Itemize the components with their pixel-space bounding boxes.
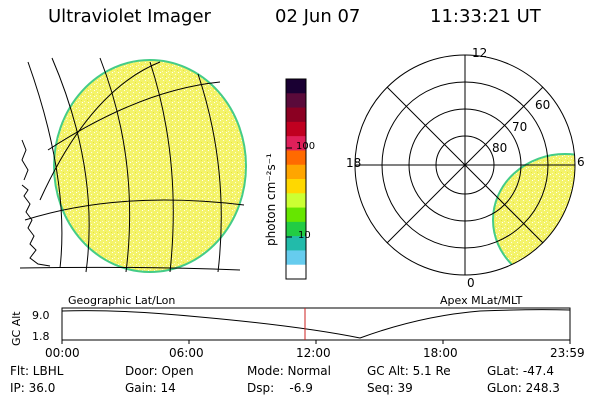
coastline [21,139,51,267]
info-glon: GLon: 248.3 [487,381,560,395]
mlt-label-18: 18 [346,156,362,170]
lat-label-60: 60 [535,98,551,112]
colorbar-segment [286,221,306,237]
info-door: Door: Open [125,364,194,378]
colorbar-segment [286,136,306,151]
mlt-label-0: 0 [467,276,475,290]
colorbar-unit-label: photon cm⁻²s⁻¹ [264,153,278,246]
colorbar-ticks [286,147,292,238]
earth-image [53,59,247,273]
info-glat: GLat: -47.4 [487,364,554,378]
altitude-ytick-high: 9.0 [32,309,50,322]
info-seq: Seq: 39 [367,381,413,395]
geographic-grid [19,57,245,273]
info-gc-alt: GC Alt: 5.1 Re [367,364,451,378]
mlt-label-12: 12 [472,46,488,60]
colorbar-segment [286,264,306,280]
colorbar-segment [286,207,306,223]
time-label: 11:33:21 UT [430,6,541,27]
time-tick-0600: 06:00 [169,346,204,360]
colorbar-segment [286,93,306,109]
time-tick-1200: 12:00 [296,346,331,360]
info-filter: Flt: LBHL [10,364,64,378]
date-label: 02 Jun 07 [275,6,361,27]
time-tick-0000: 00:00 [45,346,80,360]
info-gain: Gain: 14 [125,381,176,395]
colorbar-segment [286,150,306,166]
info-mode: Mode: Normal [247,364,331,378]
map-label-apex: Apex MLat/MLT [440,294,523,307]
lat-label-70: 70 [512,120,528,134]
instrument-title: Ultraviolet Imager [48,6,211,27]
colorbar-segment [286,164,306,180]
colorbar-segment [286,121,306,137]
colorbar-tick-10: 10 [298,230,311,241]
colorbar-segment [286,250,306,266]
altitude-ytick-low: 1.8 [32,330,50,343]
info-ip: IP: 36.0 [10,381,56,395]
colorbar-segment [286,107,306,123]
time-tick-1800: 18:00 [423,346,458,360]
colorbar-segment [286,179,306,194]
lat-label-80: 80 [492,141,508,155]
map-label-geographic: Geographic Lat/Lon [68,294,176,307]
colorbar-segment [286,236,306,251]
mlt-label-6: 6 [577,155,585,169]
altitude-curve [61,309,571,339]
colorbar-segment [286,193,306,209]
time-tick-2359: 23:59 [550,346,585,360]
colorbar-tick-100: 100 [296,141,316,152]
colorbar [285,78,307,280]
colorbar-segment [286,79,306,94]
altitude-ylabel: GC Alt [10,311,23,346]
colorbar-border [285,78,307,280]
info-dsp: Dsp: -6.9 [247,381,313,395]
altitude-plot [61,307,571,344]
polar-plot [354,54,576,276]
